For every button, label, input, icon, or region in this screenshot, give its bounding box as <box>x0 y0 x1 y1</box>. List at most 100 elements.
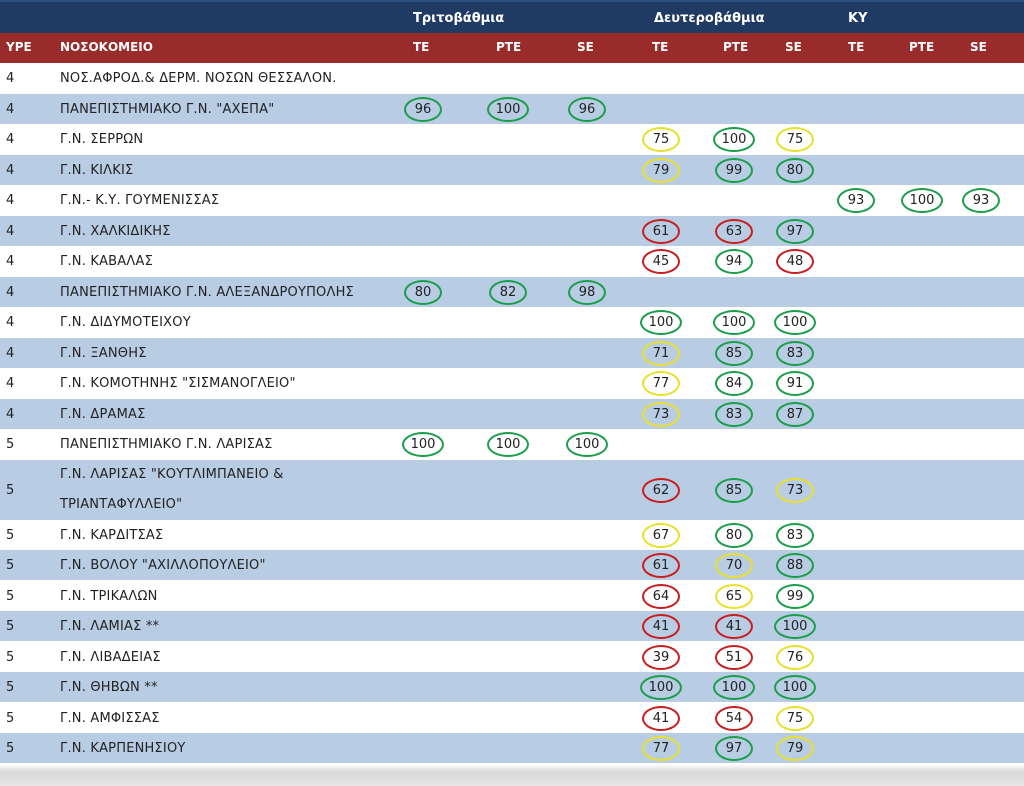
score-t-pte: 100 <box>487 432 529 457</box>
table-row: 5 Γ.Ν. ΛΑΡΙΣΑΣ "ΚΟΥΤΛΙΜΠΑΝΕΙΟ & ΤΡΙΑΝΤΑΦΥ… <box>0 459 1024 520</box>
col-ype: YPE <box>6 40 32 54</box>
table-row: 5 Γ.Ν. ΤΡΙΚΑΛΩΝ 64 65 99 <box>0 581 1024 611</box>
score-s-se: 97 <box>776 218 814 244</box>
score-s-te: 61 <box>642 218 680 244</box>
score-t-pte: 82 <box>489 279 527 305</box>
score-s-pte: 100 <box>713 127 755 152</box>
score-t-se: 96 <box>568 96 606 122</box>
score-s-se: 76 <box>776 644 814 670</box>
score-s-te: 41 <box>642 705 680 731</box>
score-s-te: 41 <box>642 614 680 639</box>
col-sec-te: TE <box>652 40 669 54</box>
ype-cell: 5 <box>6 437 15 452</box>
hospital-name-cell: ΠΑΝΕΠΙΣΤΗΜΙΑΚΟ Γ.Ν. ΛΑΡΙΣΑΣ <box>60 437 273 452</box>
table-row: 4 ΠΑΝΕΠΙΣΤΗΜΙΑΚΟ Γ.Ν. ΑΛΕΞΑΝΔΡΟΥΠΟΛΗΣ 80 82… <box>0 276 1024 307</box>
score-s-pte: 94 <box>715 249 753 274</box>
hospital-name-cell: Γ.Ν. ΛΑΜΙΑΣ ** <box>60 619 160 634</box>
score-s-te: 100 <box>640 675 682 700</box>
score-s-pte: 97 <box>715 736 753 761</box>
score-s-se: 91 <box>776 371 814 396</box>
hospital-name-cell: Γ.Ν. ΛΑΡΙΣΑΣ "ΚΟΥΤΛΙΜΠΑΝΕΙΟ & ΤΡΙΑΝΤΑΦΥΛ… <box>60 466 284 512</box>
score-s-te: 71 <box>642 340 680 366</box>
ype-cell: 5 <box>6 710 15 726</box>
score-s-te: 77 <box>642 371 680 396</box>
hospital-name-cell: Γ.Ν. ΣΕΡΡΩΝ <box>60 132 144 147</box>
ype-cell: 5 <box>6 558 15 573</box>
score-s-pte: 85 <box>715 477 753 503</box>
table-row: 4 Γ.Ν.- Κ.Υ. ΓΟΥΜΕΝΙΣΣΑΣ 93 100 93 <box>0 185 1024 215</box>
score-s-te: 73 <box>642 401 680 427</box>
ype-cell: 4 <box>6 101 15 117</box>
score-s-se: 83 <box>776 340 814 366</box>
table-row: 4 Γ.Ν. ΔΡΑΜΑΣ 73 83 87 <box>0 398 1024 429</box>
ype-cell: 5 <box>6 741 15 756</box>
hospital-name-cell: Γ.Ν.- Κ.Υ. ΓΟΥΜΕΝΙΣΣΑΣ <box>60 193 220 208</box>
score-s-pte: 51 <box>715 644 753 670</box>
hospital-name-cell: Γ.Ν. ΑΜΦΙΣΣΑΣ <box>60 710 160 726</box>
score-s-se: 83 <box>776 522 814 548</box>
ype-cell: 4 <box>6 406 15 422</box>
score-t-se: 98 <box>568 279 606 305</box>
score-s-te: 100 <box>640 310 682 335</box>
col-hospital: ΝΟΣΟΚΟΜΕΙΟ <box>60 40 153 54</box>
col-ky-pte: PTE <box>909 40 935 54</box>
table-row: 5 Γ.Ν. ΚΑΡΔΙΤΣΑΣ 67 80 83 <box>0 520 1024 550</box>
score-s-te: 64 <box>642 583 680 609</box>
hospital-name-cell: ΠΑΝΕΠΙΣΤΗΜΙΑΚΟ Γ.Ν. ΑΛΕΞΑΝΔΡΟΥΠΟΛΗΣ <box>60 284 354 300</box>
score-t-te: 96 <box>404 96 442 122</box>
ype-cell: 5 <box>6 619 15 634</box>
score-s-pte: 84 <box>715 371 753 396</box>
hospital-name-cell: Γ.Ν. ΞΑΝΘΗΣ <box>60 345 147 361</box>
hospital-name-cell: Γ.Ν. ΔΙΔΥΜΟΤΕΙΧΟΥ <box>60 315 191 330</box>
score-s-pte: 80 <box>715 522 753 548</box>
ype-cell: 4 <box>6 223 15 239</box>
score-s-pte: 83 <box>715 401 753 427</box>
score-s-se: 48 <box>776 249 814 274</box>
score-s-pte: 54 <box>715 705 753 731</box>
score-s-te: 39 <box>642 644 680 670</box>
score-s-se: 75 <box>776 705 814 731</box>
table-row: 4 Γ.Ν. ΞΑΝΘΗΣ 71 85 83 <box>0 337 1024 368</box>
score-s-pte: 41 <box>715 614 753 639</box>
col-ky-se: SE <box>970 40 987 54</box>
score-s-pte: 70 <box>715 553 753 578</box>
col-tert-se: SE <box>577 40 594 54</box>
score-s-te: 79 <box>642 157 680 183</box>
table-row: 5 ΠΑΝΕΠΙΣΤΗΜΙΑΚΟ Γ.Ν. ΛΑΡΙΣΑΣ 100 100 100 <box>0 429 1024 459</box>
hospital-name-cell: Γ.Ν. ΔΡΑΜΑΣ <box>60 406 146 422</box>
score-s-te: 62 <box>642 477 680 503</box>
score-t-te: 80 <box>404 279 442 305</box>
ype-cell: 4 <box>6 132 15 147</box>
table-row: 5 Γ.Ν. ΛΙΒΑΔΕΙΑΣ 39 51 76 <box>0 642 1024 672</box>
score-s-se: 99 <box>776 583 814 609</box>
hospital-name-cell: ΝΟΣ.ΑΦΡΟΔ.& ΔΕΡΜ. ΝΟΣΩΝ ΘΕΣΣΑΛΟΝ. <box>60 71 337 86</box>
table-row: 4 Γ.Ν. ΚΑΒΑΛΑΣ 45 94 48 <box>0 246 1024 276</box>
group-secondary: Δευτεροβάθμια <box>654 11 765 26</box>
ype-cell: 5 <box>6 588 15 604</box>
ype-cell: 5 <box>6 527 15 543</box>
group-header-bar: Τριτοβάθμια Δευτεροβάθμια ΚΥ <box>0 0 1024 33</box>
ype-cell: 4 <box>6 284 15 300</box>
col-sec-se: SE <box>785 40 802 54</box>
ype-cell: 5 <box>6 482 15 498</box>
hospital-name-cell: Γ.Ν. ΚΑΡΠΕΝΗΣΙΟΥ <box>60 741 186 756</box>
group-tertiary: Τριτοβάθμια <box>413 11 505 26</box>
column-header-bar <box>0 33 1024 63</box>
score-s-se: 100 <box>774 675 816 700</box>
hospital-name-cell: Γ.Ν. ΛΙΒΑΔΕΙΑΣ <box>60 649 161 665</box>
ype-cell: 4 <box>6 254 15 269</box>
ype-cell: 4 <box>6 376 15 391</box>
ype-cell: 4 <box>6 315 15 330</box>
hospital-name-cell: Γ.Ν. ΚΑΒΑΛΑΣ <box>60 254 153 269</box>
hospital-name-cell: Γ.Ν. ΚΑΡΔΙΤΣΑΣ <box>60 527 164 543</box>
score-s-te: 61 <box>642 553 680 578</box>
score-s-pte: 99 <box>715 157 753 183</box>
hospital-name-cell: Γ.Ν. ΚΙΛΚΙΣ <box>60 162 134 178</box>
score-s-pte: 100 <box>713 675 755 700</box>
score-s-se: 73 <box>776 477 814 503</box>
score-s-pte: 100 <box>713 310 755 335</box>
score-s-te: 45 <box>642 249 680 274</box>
table-row: 4 ΠΑΝΕΠΙΣΤΗΜΙΑΚΟ Γ.Ν. "ΑΧΕΠΑ" 96 100 96 <box>0 93 1024 124</box>
hospital-name-cell: Γ.Ν. ΤΡΙΚΑΛΩΝ <box>60 588 158 604</box>
table-row: 4 Γ.Ν. ΔΙΔΥΜΟΤΕΙΧΟΥ 100 100 100 <box>0 307 1024 337</box>
